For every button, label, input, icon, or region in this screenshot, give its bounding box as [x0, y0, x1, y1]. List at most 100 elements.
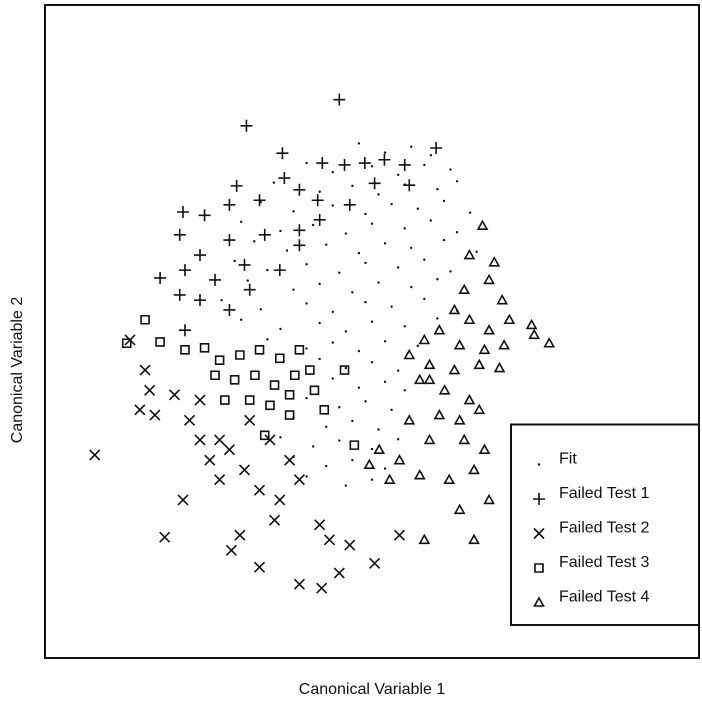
point [331, 377, 334, 380]
point [274, 494, 286, 506]
point [373, 443, 386, 454]
point [333, 567, 345, 579]
point [473, 403, 486, 415]
point [140, 314, 150, 325]
legend-marker [534, 563, 544, 573]
point [433, 408, 446, 420]
point [483, 324, 495, 335]
legend-label: Failed Test 4 [559, 589, 650, 606]
point [305, 263, 308, 266]
point [311, 445, 315, 448]
point [331, 341, 334, 344]
point [370, 165, 374, 168]
point [370, 478, 374, 481]
point [246, 279, 249, 282]
point [266, 338, 269, 341]
point [276, 147, 289, 160]
point [396, 173, 400, 176]
legend-label: Fit [559, 451, 577, 468]
point [244, 395, 255, 405]
point [390, 202, 393, 206]
point [253, 484, 266, 496]
point [418, 533, 431, 545]
point [493, 361, 506, 373]
point [436, 187, 439, 191]
point [436, 278, 439, 281]
point [155, 337, 165, 347]
point [423, 163, 426, 167]
point [442, 199, 446, 203]
point [351, 419, 354, 423]
point [468, 211, 472, 214]
point [233, 259, 236, 263]
point [269, 380, 280, 390]
point [416, 344, 419, 348]
point [473, 358, 486, 370]
point [278, 172, 291, 185]
point [396, 369, 400, 372]
point [390, 305, 393, 308]
point [210, 370, 220, 381]
point [364, 400, 367, 403]
point [403, 227, 406, 230]
point [178, 324, 191, 337]
point [393, 529, 406, 541]
point [423, 373, 436, 385]
point [403, 325, 406, 328]
point [294, 344, 305, 355]
legend-marker [533, 493, 545, 505]
point [225, 544, 237, 556]
point [311, 223, 315, 227]
point [429, 153, 433, 157]
point [410, 285, 413, 289]
point [198, 209, 211, 222]
point [323, 534, 336, 546]
point [325, 464, 328, 468]
plot-frame [44, 4, 700, 659]
point [279, 229, 282, 233]
point [238, 464, 251, 476]
point [268, 514, 281, 526]
point [383, 151, 387, 154]
point [177, 494, 189, 506]
point [178, 264, 191, 277]
point [309, 385, 320, 396]
point [194, 394, 206, 406]
point [331, 170, 334, 174]
point [377, 193, 380, 196]
point [168, 389, 181, 401]
point [173, 228, 186, 241]
point [357, 251, 361, 255]
point [430, 142, 443, 155]
point [543, 337, 556, 348]
point [239, 318, 243, 321]
point [305, 347, 308, 350]
point [429, 219, 433, 222]
point [423, 433, 436, 445]
point [476, 219, 489, 231]
point [338, 406, 341, 409]
point [403, 414, 416, 425]
point [313, 213, 326, 226]
point [443, 473, 456, 485]
point [351, 291, 354, 294]
point [235, 350, 245, 360]
point [458, 433, 471, 445]
point [396, 266, 400, 269]
point [383, 380, 387, 383]
point [383, 473, 396, 485]
point [377, 428, 380, 431]
point [331, 204, 334, 207]
point [292, 288, 295, 291]
point [398, 158, 411, 171]
point [455, 180, 459, 183]
legend-box [510, 423, 700, 626]
point [183, 414, 196, 426]
point [316, 157, 329, 170]
point [293, 474, 305, 486]
point [325, 425, 328, 429]
point [220, 395, 230, 405]
point [214, 434, 226, 446]
point [339, 365, 350, 375]
